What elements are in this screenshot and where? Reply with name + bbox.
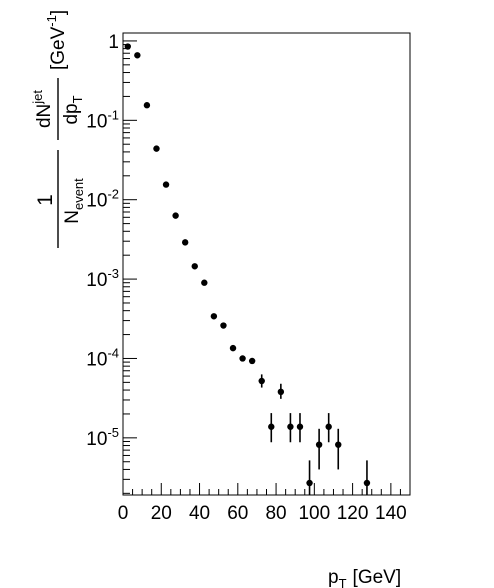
data-point	[277, 388, 285, 396]
svg-text:dpT: dpT	[61, 95, 85, 124]
data-point	[124, 43, 131, 50]
data-point	[296, 423, 304, 430]
data-point	[258, 377, 265, 385]
y-tick-label: 1	[108, 32, 119, 53]
data-point	[363, 479, 371, 487]
data-point	[143, 102, 151, 109]
x-tick-label: 20	[151, 503, 172, 524]
data-point	[153, 145, 160, 152]
x-tick-label: 40	[189, 503, 210, 524]
data-point	[220, 322, 227, 329]
x-tick-label: 120	[337, 503, 369, 524]
y-tick-label: 10-1	[86, 107, 119, 132]
x-tick-label: 60	[227, 503, 248, 524]
x-tick-label: 0	[118, 503, 129, 524]
data-point	[162, 181, 170, 188]
svg-text:dNjet: dNjet	[30, 90, 55, 128]
y-tick-label: 10-4	[86, 345, 119, 370]
y-tick-label: 10-3	[86, 266, 119, 291]
data-point	[306, 479, 313, 487]
svg-text:Nevent: Nevent	[62, 178, 86, 224]
data-point	[315, 441, 323, 448]
data-point	[134, 52, 141, 59]
data-point	[191, 263, 198, 270]
data-point	[335, 441, 342, 448]
data-point	[248, 357, 256, 365]
x-tick-label: 140	[375, 503, 407, 524]
data-point	[268, 423, 275, 430]
data-point	[172, 212, 179, 219]
svg-text:1: 1	[34, 194, 57, 206]
y-tick-labels: 10-5 10-4 10-3 10-2 10-1 1	[86, 32, 119, 450]
data-point	[210, 313, 218, 320]
data-point	[229, 344, 237, 352]
plot-frame	[122, 32, 411, 496]
data-point	[181, 239, 189, 246]
data-point	[201, 279, 208, 286]
data-points	[124, 43, 371, 487]
error-bars	[260, 374, 368, 496]
data-point	[287, 423, 294, 430]
data-point	[239, 355, 246, 362]
x-tick-labels: 0 20 40 60 80 100 120 140	[118, 503, 407, 524]
x-tick-label: 80	[265, 503, 286, 524]
x-tick-label: 100	[298, 503, 330, 524]
y-tick-label: 10-2	[86, 187, 119, 212]
y-tick-label: 10-5	[86, 425, 119, 450]
svg-text:[GeV-1]: [GeV-1]	[44, 10, 69, 70]
y-axis-title: 1 Nevent dNjet dpT [GeV-1]	[30, 10, 86, 248]
x-axis-title: pT [GeV]	[328, 567, 401, 588]
axis-ticks	[122, 40, 411, 495]
data-point	[325, 423, 332, 430]
